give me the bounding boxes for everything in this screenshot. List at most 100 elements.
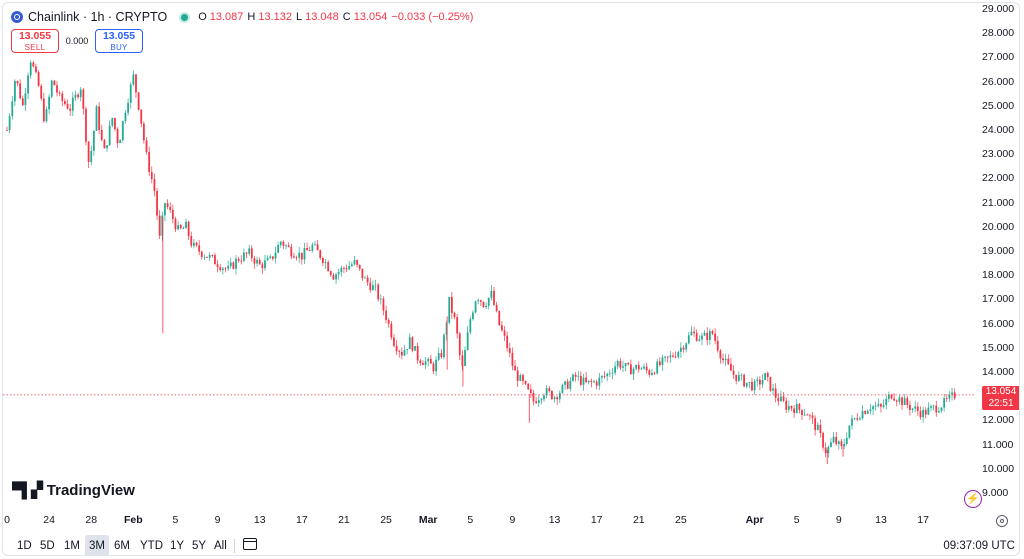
candle-body [319,250,322,259]
candle-body [316,244,319,251]
candles [6,60,956,464]
candle-body [706,332,709,341]
candle-body [537,400,540,404]
candle-body [327,262,330,272]
candle-body [682,347,685,350]
spread-value: 0.000 [65,36,89,46]
range-button-6m[interactable]: 6M [114,540,130,552]
price-tick-label: 19.000 [982,245,1015,257]
candle-body [656,361,659,374]
range-button-5y[interactable]: 5Y [192,540,207,552]
go-to-date-calendar-icon[interactable] [243,538,257,550]
candle-body [614,366,616,373]
utc-clock[interactable]: 09:37:09 UTC [943,540,1015,552]
candle-body [566,381,569,389]
lightning-icon[interactable]: ⚡ [964,490,982,508]
price-tick-label: 21.000 [982,196,1015,209]
candle-body [395,345,398,352]
candle-body [314,244,316,246]
tradingview-watermark[interactable]: ▀▌▞ TradingView [12,481,135,500]
candle-body [911,408,914,410]
range-button-all[interactable]: All [214,540,227,552]
time-tick-label: Apr [745,514,764,526]
candle-body [324,262,327,264]
time-tick-label: 0 [4,514,10,526]
candle-body [748,381,751,383]
candle-body [924,409,927,415]
candle-body [887,394,890,399]
candle-body [343,267,345,269]
candle-body [590,380,593,383]
candle-body [845,437,848,444]
sell-label: SELL [24,43,46,52]
buy-button[interactable]: 13.055 BUY [95,29,143,53]
range-button-1m[interactable]: 1M [64,540,80,552]
candle-body [193,242,195,246]
candle-body [137,92,140,110]
close-label: C [342,11,351,23]
candle-body [751,381,753,391]
candle-body [690,331,693,336]
candle-body [42,98,45,122]
price-chart[interactable] [3,3,978,508]
candle-body [477,300,480,302]
candle-body [930,406,932,408]
candle-body [256,259,258,264]
candle-body [827,446,830,454]
time-tick-label: 25 [380,514,392,526]
candle-body [916,406,919,411]
bottom-toolbar: 1D 5D 1M 3M 6M YTD 1Y 5Y All 09:37:09 UTC [3,533,1019,555]
candle-body [419,360,422,364]
market-status-icon[interactable] [181,13,189,21]
candle-body [772,388,774,391]
range-button-1y[interactable]: 1Y [170,540,185,552]
candle-body [935,405,938,413]
price-tick-label: 11.000 [982,438,1014,451]
candle-body [103,140,106,149]
candle-body [553,397,556,400]
candle-body [408,337,411,350]
candle-body [190,236,193,246]
candle-body [56,85,58,93]
candle-body [385,310,387,320]
range-button-ytd[interactable]: YTD [140,540,163,552]
candle-body [48,96,51,110]
price-tick-label: 28.000 [982,27,1015,40]
candle-body [951,392,953,395]
candle-body [724,358,727,361]
candle-body [161,215,164,236]
range-button-3m[interactable]: 3M [85,535,109,555]
symbol-title[interactable]: Chainlink · 1h · CRYPTO [28,10,168,24]
sell-button[interactable]: 13.055 SELL [11,29,59,53]
range-button-1d[interactable]: 1D [17,540,32,552]
candle-body [840,441,843,446]
time-tick-label: 21 [632,514,645,526]
candle-body [793,408,795,414]
candle-body [98,106,101,130]
candle-body [353,260,356,265]
open-label: O [198,11,207,23]
candle-body [429,358,432,364]
time-axis[interactable]: 0 24 28 Feb 5 9 13 17 21 25 Mar 5 9 13 17 21 25 Apr 5 9 13 17 [3,511,978,529]
price-tick-label: 9.000 [982,487,1009,499]
candle-body [424,361,427,365]
price-axis[interactable]: 29.000 28.000 27.000 26.000 25.000 24.000 23.0… [978,3,1019,508]
candle-body [148,152,151,172]
candle-body [680,347,682,352]
candle-body [830,442,832,447]
candle-body [269,256,272,258]
candle-body [74,94,77,98]
candle-body [340,267,343,273]
candle-body [235,258,237,269]
candle-body [611,372,614,374]
tradingview-wordmark: TradingView [46,481,135,499]
candle-body [785,400,788,410]
settings-gear-icon[interactable] [996,515,1008,527]
candle-body [798,403,801,410]
candle-body [608,373,611,375]
candle-body [258,259,261,265]
candle-body [948,394,951,399]
range-button-5d[interactable]: 5D [40,540,55,552]
candle-body [543,395,545,400]
candle-body [774,388,777,398]
